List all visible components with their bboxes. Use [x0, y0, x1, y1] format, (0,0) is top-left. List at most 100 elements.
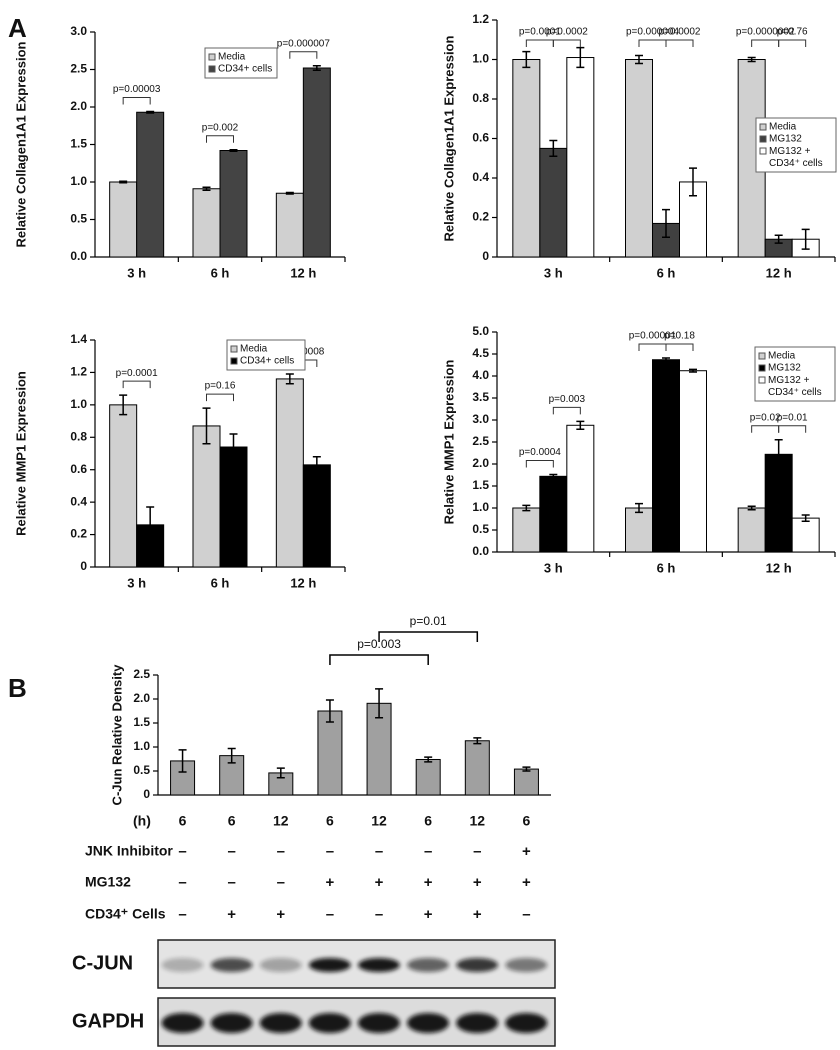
- blot-band: [456, 1013, 499, 1033]
- legend-label: MG132: [768, 363, 801, 374]
- condition-value: +: [473, 906, 482, 923]
- bar: [275, 378, 304, 568]
- condition-value: –: [228, 843, 236, 860]
- legend-label: Media: [769, 122, 797, 133]
- legend-swatch: [208, 53, 216, 61]
- condition-value: –: [277, 843, 285, 860]
- blot-band: [456, 958, 499, 972]
- condition-value: –: [375, 906, 383, 923]
- bar: [192, 188, 221, 258]
- bracket: [778, 425, 807, 433]
- y-tick-label: 0.5: [70, 212, 87, 226]
- bracket: [289, 51, 318, 59]
- bar: [366, 702, 392, 796]
- y-tick-label: 0.6: [70, 462, 87, 476]
- y-tick-label: 1.0: [133, 739, 150, 753]
- legend-label: Media: [240, 344, 268, 355]
- legend-box: [754, 346, 836, 402]
- p-value: p=0.0002: [659, 27, 701, 38]
- x-tick-label: 12 h: [290, 575, 316, 590]
- condition-value: +: [473, 874, 482, 891]
- legend-label: Media: [218, 52, 246, 63]
- x-tick-label: 3 h: [127, 575, 146, 590]
- blot-band: [259, 1013, 302, 1033]
- panel-label: B: [8, 673, 27, 703]
- blot-band: [407, 958, 450, 972]
- bracket: [206, 393, 234, 402]
- bar: [317, 710, 343, 796]
- y-tick-label: 3.0: [70, 24, 87, 38]
- p-value: p=0.18: [664, 331, 695, 342]
- bar: [275, 192, 304, 258]
- condition-value: –: [522, 906, 530, 923]
- p-value: p=0.01: [410, 614, 447, 628]
- error-bar: [285, 191, 294, 195]
- error-bar: [689, 167, 697, 197]
- condition-label: CD34⁺ Cells: [85, 906, 166, 922]
- x-tick-label: 6 h: [657, 560, 676, 575]
- legend-swatch: [758, 364, 766, 372]
- x-tick-label: 6: [179, 813, 187, 829]
- bracket: [122, 97, 151, 105]
- y-tick-label: 2.5: [133, 667, 150, 681]
- bar: [109, 404, 138, 568]
- blot-band: [161, 958, 204, 972]
- bar: [136, 111, 165, 258]
- legend-swatch: [759, 123, 767, 131]
- y-tick-label: 4.5: [472, 346, 489, 360]
- y-tick-label: 1.4: [70, 332, 87, 346]
- y-tick-label: 0: [80, 559, 87, 573]
- legend-label: MG132 + CD34⁺ cells: [769, 146, 823, 169]
- condition-value: +: [227, 906, 236, 923]
- condition-value: –: [277, 874, 285, 891]
- error-bar: [285, 373, 294, 385]
- p-value: p=0.003: [549, 394, 586, 405]
- bracket: [552, 406, 581, 415]
- error-bar: [178, 749, 187, 773]
- y-tick-label: 1.5: [70, 137, 87, 151]
- y-tick-label: 2.0: [133, 691, 150, 705]
- y-tick-label: 1.0: [70, 174, 87, 188]
- y-tick-label: 5.0: [472, 324, 489, 338]
- y-tick-label: 0.4: [70, 494, 87, 508]
- bar: [219, 446, 248, 568]
- condition-label: MG132: [85, 874, 131, 890]
- x-tick-label: 3 h: [544, 265, 563, 280]
- x-tick-label: 12 h: [766, 265, 792, 280]
- x-tick-label: 12: [371, 813, 387, 829]
- condition-value: –: [178, 906, 186, 923]
- error-bar: [424, 756, 433, 763]
- y-tick-label: 3.5: [472, 390, 489, 404]
- y-tick-label: 0.5: [133, 763, 150, 777]
- condition-value: –: [178, 843, 186, 860]
- y-tick-label: 1.2: [472, 12, 489, 26]
- legend-swatch: [759, 147, 767, 155]
- blot-band: [505, 1013, 548, 1033]
- p-value: p=0.000007: [277, 38, 331, 49]
- bar: [512, 507, 541, 553]
- error-bar: [325, 699, 334, 723]
- bracket: [778, 39, 807, 47]
- x-tick-label: 6: [228, 813, 236, 829]
- y-tick-label: 0.2: [70, 527, 87, 541]
- error-bar: [747, 56, 756, 63]
- y-tick-label: 0.5: [472, 522, 489, 536]
- p-value: p=0.02: [750, 412, 781, 423]
- error-bar: [662, 357, 670, 363]
- condition-value: –: [326, 843, 334, 860]
- condition-value: +: [375, 874, 384, 891]
- y-tick-label: 0: [143, 787, 150, 801]
- p-value: p=0.00001: [629, 331, 677, 342]
- error-bar: [276, 767, 285, 779]
- bar: [464, 740, 490, 796]
- blot-band: [308, 1013, 351, 1033]
- y-tick-label: 0.2: [472, 210, 489, 224]
- p-value: p=0.76: [777, 27, 808, 38]
- legend-label: CD34+ cells: [240, 356, 294, 367]
- error-bar: [801, 228, 810, 250]
- p-value: p=0.0000002: [736, 27, 795, 38]
- bar: [652, 359, 680, 553]
- bar: [764, 453, 793, 553]
- y-tick-label: 1.2: [70, 365, 87, 379]
- bar: [415, 758, 441, 796]
